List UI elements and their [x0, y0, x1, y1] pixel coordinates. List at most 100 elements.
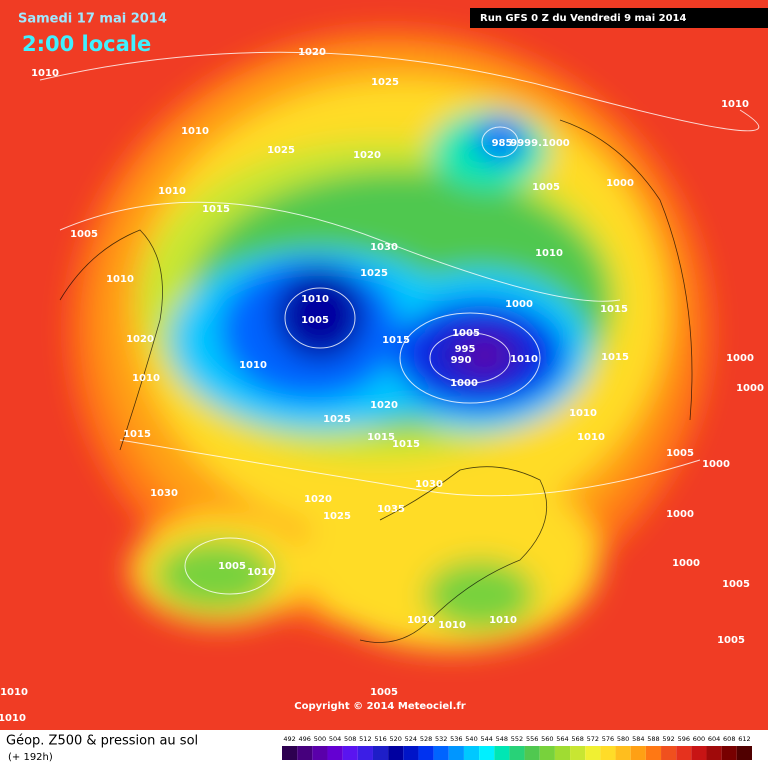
scale-swatch	[312, 746, 328, 760]
scale-swatch	[554, 746, 571, 760]
scale-label: 608	[723, 735, 735, 743]
scale-label: 600	[693, 735, 705, 743]
isobar-label: 1015	[367, 432, 395, 443]
isobar-label: 1025	[360, 268, 388, 279]
scale-swatch	[342, 746, 358, 760]
scale-label: 580	[617, 735, 629, 743]
isobar-label: 1005	[301, 315, 329, 326]
isobar-label: 1000	[450, 378, 478, 389]
scale-swatch	[585, 746, 601, 760]
scale-label: 540	[465, 735, 477, 743]
isobar-label: 1015	[392, 439, 420, 450]
isobar-label: 1000	[726, 353, 754, 364]
scale-label: 560	[541, 735, 553, 743]
height-field	[70, 30, 710, 650]
scale-label: 568	[571, 735, 583, 743]
isobar-label: 1000	[666, 509, 694, 520]
isobar-label: 1035	[377, 504, 405, 515]
scale-swatch	[297, 746, 313, 760]
scale-swatch	[539, 746, 555, 760]
scale-label: 492	[283, 735, 295, 743]
scale-swatch	[418, 746, 434, 760]
isobar-label: 1005	[452, 328, 480, 339]
scale-swatch	[600, 746, 616, 760]
isobar-label: 1000	[672, 558, 700, 569]
isobar-label: 1010	[0, 713, 26, 724]
scale-swatch	[372, 746, 389, 760]
isobar-label: 985	[492, 138, 513, 149]
scale-label: 564	[556, 735, 568, 743]
isobar-label: 1010	[239, 360, 267, 371]
isobar-label: 1030	[150, 488, 178, 499]
isobar-label: 1025	[323, 414, 351, 425]
isobar-label: 1020	[298, 47, 326, 58]
isobar-label: 1005	[218, 561, 246, 572]
isobar-label: 1025	[267, 145, 295, 156]
isobar-label: 1000	[505, 299, 533, 310]
scale-label: 612	[738, 735, 750, 743]
scale-swatch	[357, 746, 373, 760]
scale-swatch	[645, 746, 662, 760]
isobar-label: 1010	[106, 274, 134, 285]
color-scale: 492 496 500 504 508 512 516 520 524 528 532 536 540 5…	[282, 735, 752, 760]
isobar-label: 1020	[126, 334, 154, 345]
scale-swatch	[630, 746, 646, 760]
isobar-label: 1005	[666, 448, 694, 459]
isobar-labels: 1010 1020 1025 1010 1010 1025 1020 9859999.1000…	[0, 47, 764, 724]
scale-label: 504	[329, 735, 341, 743]
scale-swatch	[615, 746, 631, 760]
scale-label: 572	[587, 735, 599, 743]
isobar-label: 1020	[353, 150, 381, 161]
scale-label: 520	[389, 735, 401, 743]
scale-label: 524	[405, 735, 417, 743]
isobar-label: 1005	[70, 229, 98, 240]
isobar-label: 1010	[0, 687, 28, 698]
isobar-label: 1010	[438, 620, 466, 631]
scale-swatch	[433, 746, 449, 760]
scale-swatch	[327, 746, 343, 760]
isobar-label: 1010	[721, 99, 749, 110]
isobar-label: 1005	[717, 635, 745, 646]
isobar-label: 1025	[323, 511, 351, 522]
scale-label: 604	[708, 735, 720, 743]
scale-label: 552	[511, 735, 523, 743]
copyright: Copyright © 2014 Meteociel.fr	[294, 701, 465, 712]
run-label: Run GFS 0 Z du Vendredi 9 mai 2014	[480, 13, 686, 24]
scale-label: 536	[450, 735, 462, 743]
scale-swatch	[448, 746, 464, 760]
isobar-label: 1020	[304, 494, 332, 505]
scale-label: 592	[662, 735, 674, 743]
scale-swatch	[570, 746, 586, 760]
scale-label: 496	[299, 735, 311, 743]
isobar-label: 1010	[569, 408, 597, 419]
scale-label: 512	[359, 735, 371, 743]
isobar-label: 1020	[370, 400, 398, 411]
scale-swatch	[691, 746, 707, 760]
scale-label: 556	[526, 735, 538, 743]
scale-label: 576	[602, 735, 614, 743]
scale-label: 548	[496, 735, 508, 743]
scale-label: 596	[678, 735, 690, 743]
isobar-label: 1015	[123, 429, 151, 440]
scale-label: 532	[435, 735, 447, 743]
scale-swatch	[736, 746, 752, 760]
isobar-label: 1030	[370, 242, 398, 253]
footer-title: Géop. Z500 & pression au sol	[6, 734, 198, 749]
isobar-label: 1010	[510, 354, 538, 365]
scale-label: 516	[374, 735, 386, 743]
isobar-label: 1000	[702, 459, 730, 470]
scale-label: 500	[314, 735, 326, 743]
time-label: 2:00 locale	[22, 32, 151, 56]
isobar-label: 1005	[370, 687, 398, 698]
isobar-label: 1005	[722, 579, 750, 590]
isobar-label: 1010	[301, 294, 329, 305]
scale-label: 584	[632, 735, 644, 743]
isobar-label: 995	[455, 344, 476, 355]
coastlines	[59, 119, 693, 643]
isobar-label: 1010	[247, 567, 275, 578]
isobar-label: 1000	[736, 383, 764, 394]
scale-swatch	[721, 746, 737, 760]
isobar-label: 9999.1000	[510, 138, 570, 149]
footer-lead: (+ 192h)	[8, 752, 53, 763]
isobar-label: 1005	[532, 182, 560, 193]
